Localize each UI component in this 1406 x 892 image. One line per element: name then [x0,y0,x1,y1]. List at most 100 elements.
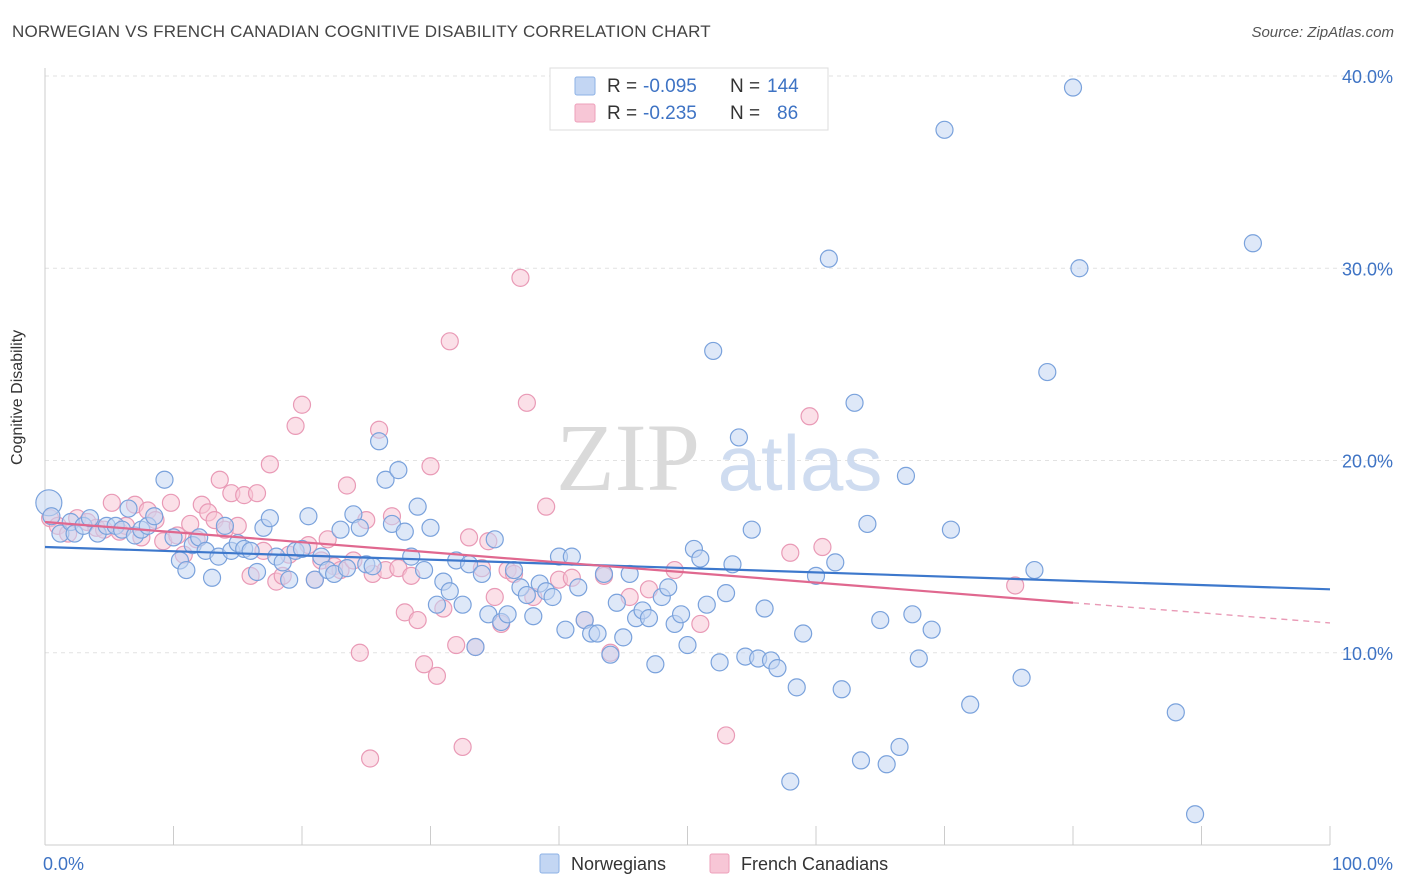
stats-n-value-2: 86 [777,103,798,124]
norwegians-point-69 [498,605,517,624]
tick-labels: 10.0% 20.0% 30.0% 40.0% 0.0% 100.0% [43,67,1393,874]
french-canadians-point-57 [427,666,447,685]
stats-legend-box [549,67,829,131]
norwegians-point-118 [832,680,851,699]
norwegians-point-44 [337,559,357,578]
norwegians-point-111 [768,659,787,678]
norwegians-point-138 [1185,805,1205,824]
norwegians-point-116 [819,249,838,268]
french-canadians-point-31 [260,455,279,474]
norwegians-point-76 [543,587,562,607]
x-tick-label-1: 100.0% [1332,854,1393,874]
stats-r-value-2: -0.235 [643,103,697,124]
french-canadians-point-85 [800,407,819,426]
stats-legend: R = -0.095 N = 144 R = -0.235 N = 86 [549,67,829,131]
norwegians-point-134 [1038,362,1057,382]
stats-swatch-pink [574,103,596,123]
norwegians-point-37 [292,539,312,559]
norwegians-point-57 [421,518,440,537]
french-canadians-point-71 [517,393,536,412]
norwegians-point-80 [569,578,588,597]
norwegians-point-105 [729,428,749,447]
norwegians-point-96 [671,605,691,624]
trend-french-canadians-extension [1072,602,1331,624]
stats-n-label-1: N = [730,76,760,97]
norwegians-point-123 [877,755,896,774]
norwegians-point-38 [299,507,318,526]
norwegians-point-85 [601,645,620,664]
source-credit: Source: ZipAtlas.com [1251,24,1394,41]
french-canadians-point-61 [453,737,472,757]
french-canadians-point-62 [459,528,479,547]
french-canadians-point-23 [210,470,229,489]
french-canadians-point-86 [813,537,832,557]
norwegians-point-84 [594,564,614,584]
norwegians-point-60 [440,582,459,601]
norwegians-point-125 [896,466,916,485]
french-canadians-point-84 [781,543,800,562]
french-canadians-point-45 [350,643,369,662]
french-canadians-point-82 [691,614,710,634]
norwegians-point-52 [389,461,408,480]
stats-r-label-1: R = [607,76,637,97]
norwegians-point-120 [851,751,871,770]
french-canadians-point-55 [414,655,434,674]
french-canadians-point-87 [1006,576,1025,595]
norwegians-point-11 [119,499,138,518]
series-legend: Norwegians French Canadians [539,853,888,874]
norwegians-point-92 [646,655,665,674]
norwegians-point-139 [1243,234,1263,253]
french-canadians-point-15 [161,493,181,512]
norwegians-point-102 [710,653,729,672]
norwegians-point-131 [961,695,980,714]
french-canadians-point-83 [716,726,736,745]
norwegians-point-107 [742,520,761,539]
norwegians-point-94 [659,578,678,597]
norwegians-point-103 [716,584,736,603]
norwegians-point-64 [466,637,485,657]
legend-label-french-canadians: French Canadians [741,854,888,874]
norwegians-point-132 [1012,668,1031,687]
legend-label-norwegians: Norwegians [571,854,666,874]
legend-swatch-norwegians [539,853,560,874]
norwegians-point-129 [935,120,954,139]
norwegians-point-46 [350,518,369,537]
norwegians-point-16 [155,470,174,489]
norwegians-point-55 [408,497,427,516]
norwegians-point-99 [691,549,710,568]
norwegians-point-97 [678,635,697,655]
chart-title: NORWEGIAN VS FRENCH CANADIAN COGNITIVE D… [12,22,711,41]
norwegians-point-126 [903,605,922,624]
x-tick-label-0: 0.0% [43,854,84,874]
norwegians-point-67 [485,530,504,549]
french-canadians-point-66 [485,587,504,607]
norwegians-point-54 [402,547,421,566]
norwegians-point-23 [202,568,222,587]
french-canadians-point-59 [440,332,459,351]
norwegians-point-58 [427,595,447,614]
french-canadians-point-56 [421,457,440,476]
norwegians-point-136 [1070,259,1089,278]
norwegians-point-101 [704,341,723,361]
norwegians-point-25 [215,516,234,535]
norwegians-point-70 [504,560,524,580]
french-canadians-point-43 [337,476,357,495]
y-tick-label-3: 40.0% [1342,67,1393,87]
french-canadians-point-88 [361,749,380,768]
french-canadians-point-36 [292,395,312,414]
y-tick-label-1: 20.0% [1342,452,1393,472]
stats-n-label-2: N = [730,103,760,124]
stats-n-value-1: 144 [767,76,799,97]
norwegians-point-73 [524,607,543,626]
norwegians-point-86 [607,593,626,612]
norwegians-point-35 [280,570,299,589]
norwegians-point-112 [781,772,800,791]
norwegians-point-29 [241,541,260,560]
norwegians-point-30 [247,562,267,582]
stats-swatch-blue [574,76,596,96]
trend-norwegians [44,545,1331,591]
norwegians-point-135 [1063,78,1083,97]
norwegians-point-15 [145,507,164,526]
norwegians-point-114 [794,624,813,643]
norwegians-point-19 [177,560,196,580]
